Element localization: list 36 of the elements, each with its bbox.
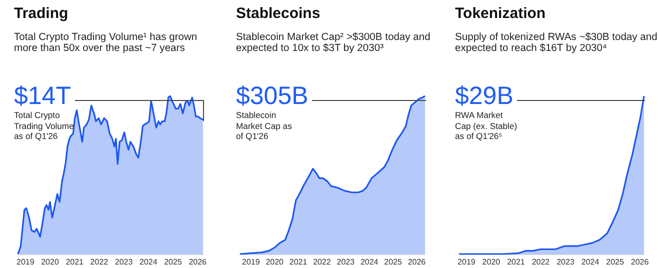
x-tick-label: 2022	[90, 258, 109, 266]
x-tick-label: 2023	[114, 258, 134, 266]
x-tick-label: 2019	[16, 258, 35, 266]
x-tick-label: 2026	[188, 258, 208, 266]
annotation: Total Crypto Trading Volume as of Q1'26	[14, 110, 75, 142]
annotation: $14T	[14, 82, 71, 111]
annotation: RWA Market Cap (ex. Stable) as of Q1'26⁵	[455, 110, 518, 142]
x-tick-label: 2020	[41, 258, 60, 266]
x-tick-label: 2025	[164, 258, 182, 266]
x-tick-label: 2023	[556, 258, 575, 266]
x-tick-label: 2020	[482, 258, 501, 266]
x-tick-label: 2022	[313, 258, 332, 266]
chart-title: Trading	[14, 5, 68, 22]
x-tick-label: 2025	[606, 258, 624, 266]
chart-subtitle: Stablecoin Market Cap² >$300B today and expected to 10x to $3T by 2030³	[236, 32, 432, 54]
x-tick-label: 2024	[581, 258, 600, 266]
x-tick-label: 2020	[266, 258, 284, 266]
x-tick-label: 2021	[66, 258, 84, 266]
x-tick-label: 2026	[408, 258, 426, 266]
x-tick-label: 2025	[384, 258, 402, 266]
x-tick-label: 2021	[289, 258, 308, 266]
x-tick-label: 2024	[139, 258, 158, 266]
chart-title: Stablecoins	[236, 5, 320, 22]
chart-subtitle: Supply of tokenized RWAs ~$30B today and expected to reach $16T by 2030⁴	[455, 32, 658, 54]
annotation: Stablecoin Market Cap as of Q1'26	[236, 110, 293, 142]
x-tick-label: 2019	[242, 258, 260, 266]
x-tick-label: 2024	[360, 258, 379, 266]
x-tick-label: 2019	[458, 258, 476, 266]
chart-title: Tokenization	[455, 5, 546, 22]
x-tick-label: 2021	[507, 258, 526, 266]
x-tick-label: 2023	[336, 258, 356, 266]
chart-subtitle: Total Crypto Trading Volume¹ has grown more than 50x over the past ~7 years	[14, 32, 198, 54]
annotation: $305B	[236, 82, 308, 111]
x-tick-label: 2022	[532, 258, 550, 266]
x-tick-label: 2026	[630, 258, 650, 266]
annotation: $29B	[455, 82, 514, 111]
